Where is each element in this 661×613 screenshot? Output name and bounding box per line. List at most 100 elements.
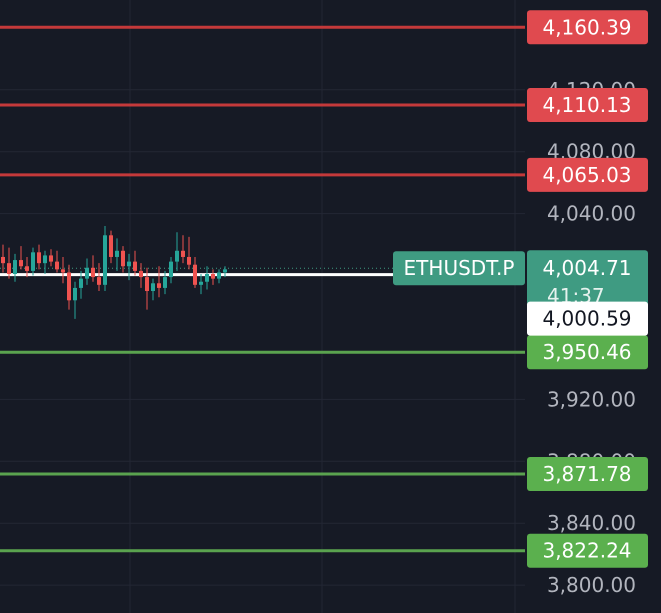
candle-body [19,260,23,267]
candle [103,226,107,292]
support-level-tag [527,533,648,568]
resistance-level-tag-label: 4,160.39 [542,15,631,39]
level-lines [0,25,525,553]
candle-body [175,250,179,262]
candle-body [67,272,71,301]
candlestick-series [1,226,227,319]
candle-body [121,250,125,267]
marked-level-label: 4,000.59 [542,307,631,331]
symbol-tag [393,251,525,286]
candle [157,266,161,298]
support-level-tag-label: 3,950.46 [542,340,631,364]
candle [205,266,209,290]
candle-body [181,250,185,257]
candle [163,270,167,295]
candle-body [103,235,107,285]
support-level-tag [527,457,648,492]
candle [43,250,47,274]
candle [127,253,131,281]
candle-body [61,269,65,273]
support-level-tag [527,335,648,370]
candle-body [199,281,203,285]
candle-body [139,270,143,278]
candle-body [79,278,83,288]
candle-body [217,272,221,279]
candle-body [31,252,35,271]
resistance-level-tag-label: 4,110.13 [542,93,631,117]
candle-body [223,269,227,273]
candle-body [1,256,5,264]
chart-grid [0,0,525,613]
candle [7,247,11,279]
candle [67,264,71,310]
candle-body [43,255,47,264]
candle-body [193,264,197,285]
candle-body [91,267,95,278]
candle [175,232,179,271]
candle-body [127,261,131,267]
current-price-tag [527,250,648,314]
candle [151,278,155,301]
candle [55,250,59,273]
candle-body [133,261,137,271]
candle [121,246,125,273]
candle [79,270,83,299]
candle-body [211,273,215,279]
candle [73,281,77,319]
candle-body [25,266,29,271]
candle [97,263,101,292]
candle [145,267,149,310]
candle-body [169,261,173,278]
resistance-level-tag [527,157,648,192]
resistance-level-tag [527,88,648,123]
price-tick-label: 3,840.00 [547,511,636,535]
candle-body [85,267,89,279]
candle-body [145,277,149,292]
candle-body [55,261,59,270]
candle-body [13,260,17,274]
candle [133,250,137,276]
candle [181,235,185,264]
candle [187,236,191,270]
candle [217,269,221,284]
price-tick-label: 4,040.00 [547,202,636,226]
price-tags: 4,160.39 4,110.13 4,065.03 3,950.46 3,871.78… [393,10,648,568]
candle [169,256,173,284]
candle-body [37,252,41,264]
candle-body [109,235,113,257]
candle-body [151,283,155,292]
candle [85,258,89,285]
candle [19,246,23,270]
candle-body [163,277,167,288]
price-tick-label: 3,800.00 [547,573,636,597]
candle [25,256,29,278]
candle [139,263,143,288]
candle [109,230,113,264]
support-level-tag-label: 3,822.24 [542,539,631,563]
candle-body [115,250,119,257]
symbol-label: ETHUSDT.P [404,256,515,280]
candle [211,269,215,285]
candle [91,255,95,282]
candle [31,247,35,276]
candle [193,256,197,288]
candle-body [97,277,101,285]
candle [223,266,227,278]
candle [61,256,65,284]
candle [115,238,119,271]
current-price-label: 4,004.71 [542,256,631,280]
candle-body [187,256,191,265]
candle-body [157,283,161,288]
candle [37,244,41,270]
candle [199,273,203,295]
candle [1,244,5,273]
candle [13,253,17,282]
candle-body [73,287,77,301]
marked-level-tag [527,301,648,336]
support-level-tag-label: 3,871.78 [542,462,631,486]
candle-body [205,273,209,282]
candle [49,249,53,267]
price-tick-label: 3,920.00 [547,387,636,411]
resistance-level-tag-label: 4,065.03 [542,163,631,187]
